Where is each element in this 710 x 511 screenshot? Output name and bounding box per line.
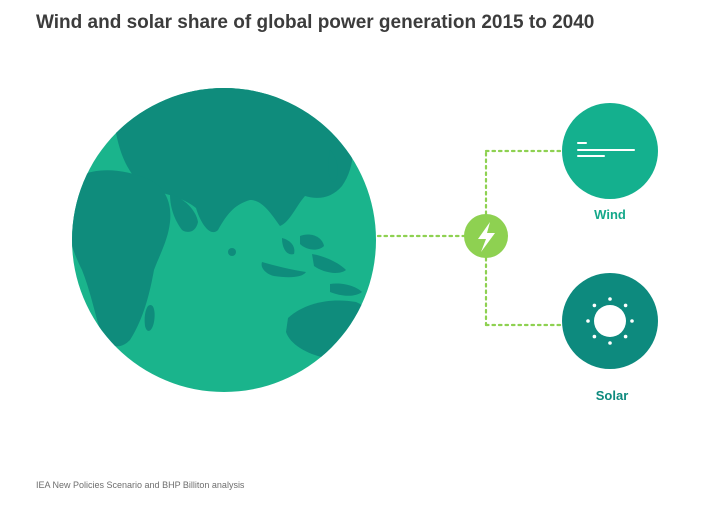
solar-label: Solar — [595, 388, 629, 403]
diagram-title: Wind and solar share of global power gen… — [36, 12, 595, 33]
wind-lines-icon — [577, 142, 635, 157]
hub-node — [464, 214, 508, 258]
wind-label: Wind — [594, 207, 626, 222]
wind-node — [562, 103, 658, 199]
globe-icon — [72, 88, 376, 392]
connector-lines — [376, 149, 564, 327]
source-note: IEA New Policies Scenario and BHP Billit… — [36, 480, 245, 490]
lightning-bolt-icon — [478, 222, 495, 252]
solar-node — [562, 273, 658, 369]
sun-icon — [586, 297, 634, 345]
